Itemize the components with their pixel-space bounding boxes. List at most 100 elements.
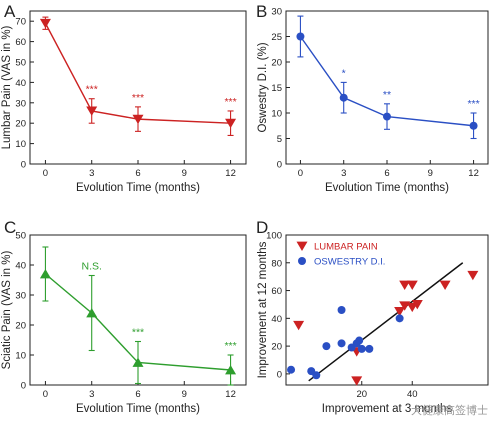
y-tick-label: 5 (277, 134, 282, 145)
x-tick-label: 12 (468, 168, 479, 179)
y-tick-label: 0 (277, 369, 282, 380)
x-axis-label: Evolution Time (months) (76, 403, 200, 415)
y-tick-label: 15 (271, 83, 282, 94)
data-point (225, 118, 237, 129)
y-tick-label: 50 (15, 58, 26, 69)
panel-label-a: A (4, 2, 16, 21)
data-point (339, 93, 348, 102)
data-point (86, 106, 98, 116)
y-axis-label: Improvement at 12 months (257, 241, 269, 378)
significance-label: * (342, 67, 346, 79)
watermark: 大健康高签博士 (411, 403, 488, 417)
x-tick-label: 3 (89, 389, 94, 400)
significance-label: *** (86, 84, 98, 96)
x-tick-label: 20 (356, 389, 367, 400)
x-axis-label: Improvement at 3 months (322, 403, 453, 415)
legend-marker (298, 257, 306, 265)
significance-label: *** (467, 98, 479, 110)
x-tick-label: 9 (182, 389, 187, 400)
data-point (132, 357, 144, 367)
scatter-point (365, 344, 374, 353)
y-axis-label: Sciatic Pain (VAS in %) (1, 251, 13, 370)
y-tick-label: 100 (266, 231, 282, 242)
y-tick-label: 0 (21, 381, 26, 392)
y-tick-label: 50 (15, 231, 26, 242)
y-tick-label: 10 (15, 351, 26, 362)
y-tick-label: 20 (271, 58, 282, 69)
y-tick-label: 60 (15, 37, 26, 48)
y-tick-label: 0 (277, 160, 282, 171)
scatter-point (395, 314, 404, 323)
plot-frame (285, 234, 489, 386)
y-tick-label: 10 (271, 109, 282, 120)
x-tick-label: 40 (407, 389, 418, 400)
scatter-point (399, 280, 411, 290)
data-point (86, 308, 98, 318)
scatter-point (337, 306, 346, 314)
y-tick-label: 30 (15, 291, 26, 302)
y-tick-label: 30 (15, 98, 26, 109)
scatter-point (467, 270, 479, 281)
y-tick-label: 25 (271, 32, 282, 43)
legend-label: LUMBAR PAIN (314, 242, 378, 253)
scatter-point (394, 306, 406, 317)
data-point (225, 365, 237, 375)
x-tick-label: 0 (298, 168, 303, 179)
x-tick-label: 3 (341, 168, 346, 179)
scatter-point (406, 280, 418, 290)
scatter-point (312, 371, 321, 380)
plot-frame (285, 10, 489, 165)
y-axis-label: Lumbar Pain (VAS in %) (1, 25, 13, 149)
y-tick-label: 0 (21, 160, 26, 171)
x-tick-label: 9 (182, 168, 187, 179)
scatter-point (411, 300, 423, 310)
x-tick-label: 0 (43, 389, 48, 400)
scatter-point (351, 376, 363, 386)
y-tick-label: 60 (271, 286, 282, 297)
x-tick-label: 6 (384, 168, 389, 179)
scatter-point (337, 339, 346, 348)
significance-label: N.S. (82, 261, 102, 273)
regression-line (308, 262, 464, 382)
y-axis-label: Oswestry D.I. (%) (257, 42, 269, 132)
x-axis-label: Evolution Time (months) (76, 182, 200, 194)
plot-frame (29, 10, 247, 165)
y-tick-label: 40 (15, 78, 26, 89)
y-tick-label: 20 (15, 119, 26, 130)
scatter-point (287, 365, 296, 374)
scatter-point (439, 280, 451, 290)
x-tick-label: 12 (225, 168, 236, 179)
chart-lumbar-pain: 0 3 6 9 12 0 10 20 30 40 50 60 70 Evolution Time (mon… (1, 10, 247, 194)
chart-sciatic-pain: 0 3 6 9 12 0 10 20 30 40 50 Evolution Time (months)… (1, 231, 247, 415)
data-point (296, 32, 305, 41)
x-tick-label: 6 (135, 389, 140, 400)
data-point (39, 18, 51, 29)
chart-improvement-scatter: 20 40 0 20 40 60 80 100 Improvement at 3 months I… (257, 231, 489, 415)
data-point (132, 114, 144, 125)
y-tick-label: 40 (271, 314, 282, 325)
x-tick-label: 0 (43, 168, 48, 179)
chart-oswestry: 0 3 6 9 12 0 5 10 15 20 25 30 Evolution Time (months… (257, 7, 489, 194)
x-tick-label: 6 (135, 168, 140, 179)
legend-label: OSWESTRY D.I. (314, 257, 385, 268)
scatter-point (355, 336, 364, 345)
y-tick-label: 40 (15, 261, 26, 272)
panel-label-c: C (4, 218, 16, 237)
y-tick-label: 20 (271, 342, 282, 353)
y-tick-label: 10 (15, 139, 26, 150)
panel-label-d: D (256, 218, 268, 237)
data-point (39, 269, 51, 279)
x-tick-label: 9 (428, 168, 433, 179)
x-tick-label: 12 (225, 389, 236, 400)
x-tick-label: 3 (89, 168, 94, 179)
significance-label: *** (132, 327, 144, 339)
significance-label: *** (224, 96, 236, 108)
y-tick-label: 70 (15, 17, 26, 28)
data-point (469, 121, 478, 130)
significance-label: ** (383, 89, 391, 101)
y-tick-label: 80 (271, 258, 282, 269)
significance-label: *** (132, 92, 144, 104)
y-tick-label: 30 (271, 7, 282, 18)
series-line (44, 22, 231, 124)
data-point (383, 112, 391, 121)
